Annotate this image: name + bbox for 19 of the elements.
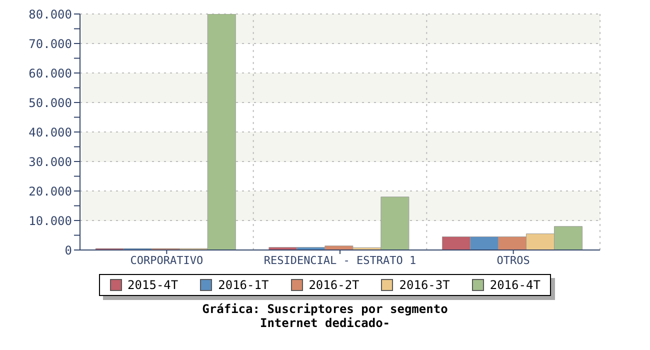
y-tick-label: 0 (64, 243, 72, 258)
y-tick-label: 80.000 (28, 7, 72, 22)
text: Internet dedicado- (258, 316, 392, 330)
legend-label: 2016-4T (488, 278, 540, 292)
legend-label: 2016-1T (217, 278, 269, 292)
legend-label: 2015-4T (126, 278, 178, 292)
y-tick-label: 50.000 (28, 96, 72, 110)
y-tick-label: 20.000 (28, 184, 72, 198)
y-tick-label: 10.000 (28, 214, 72, 228)
y-tick-label: 40.000 (28, 125, 72, 140)
x-tick-label: CORPORATIVO (130, 254, 204, 267)
y-tick-label: 60.000 (28, 66, 72, 80)
legend-label: 2016-3T (398, 278, 450, 292)
y-tick-label: 30.000 (28, 154, 72, 169)
x-tick-label: OTROS (496, 254, 530, 267)
y-tick-label: 70.000 (28, 36, 72, 51)
text: Gráfica: Suscriptores por segmento (201, 302, 449, 316)
legend-label: 2016-2T (308, 278, 360, 292)
x-tick-label: RESIDENCIAL - ESTRATO 1 (264, 254, 416, 267)
